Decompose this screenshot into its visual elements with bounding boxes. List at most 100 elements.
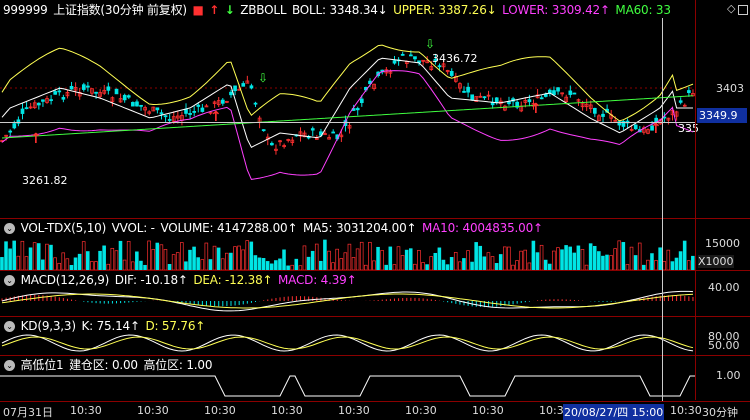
volume-bar (584, 264, 589, 270)
candle-body (445, 69, 450, 73)
volume-bar (621, 242, 626, 270)
dif-value: DIF: -10.18↑ (114, 273, 188, 287)
volume-bar (249, 241, 254, 270)
volume-panel[interactable]: ⌄ VOL-TDX(5,10) VVOL: - VOLUME: 4147288.… (0, 219, 750, 270)
candle-body (163, 115, 168, 118)
gdw-name[interactable]: 高低位1 (20, 358, 64, 372)
volume-bar (208, 259, 213, 270)
kd-name[interactable]: KD(9,3,3) (20, 319, 76, 333)
volume-bar (220, 258, 225, 270)
candle-body (216, 100, 221, 106)
volume-bar (216, 247, 221, 270)
macd-name[interactable]: MACD(12,26,9) (20, 273, 110, 287)
kd-panel[interactable]: ⌄ KD(9,3,3) K: 75.14↑ D: 57.76↑ 80.00 50… (0, 317, 750, 355)
candle-body (135, 101, 139, 107)
candle-body (323, 133, 327, 135)
maximize-icon[interactable] (738, 5, 748, 15)
candle-body (159, 112, 164, 115)
volume-bar (486, 252, 491, 270)
crosshair-vertical (662, 18, 663, 401)
down-arrow-icon: ↓ (224, 3, 235, 17)
volume-bar (670, 261, 675, 270)
price-panel[interactable]: 999999 上证指数(30分钟 前复权) ■ ↑ ↓ ZBBOLL BOLL:… (0, 0, 750, 218)
candle-body (388, 71, 393, 74)
candle-body (413, 56, 417, 60)
volume-bar (674, 257, 679, 270)
price-axis-high: 3403 (716, 82, 744, 95)
up-arrow-icon: ↑ (209, 3, 220, 17)
volume-bar (278, 258, 282, 270)
upper-value: UPPER: 3387.26↓ (393, 3, 497, 17)
volume-bar (314, 243, 319, 270)
candle-body (233, 85, 237, 92)
volume-bar (274, 260, 278, 270)
candle-body (176, 115, 180, 119)
volume-bar (470, 261, 474, 270)
volume-bar (73, 257, 78, 270)
volume-bar (306, 256, 311, 270)
chevron-down-icon[interactable]: ⌄ (4, 360, 15, 371)
volume-bar (0, 257, 4, 270)
candle-body (77, 91, 82, 97)
candle-body (90, 88, 94, 94)
time-label: 10:30 (670, 404, 702, 417)
volume-bar (20, 240, 25, 270)
jcq-value: 建仓区: 0.00 (69, 358, 138, 372)
current-price-tag: 3349.9 (697, 108, 747, 123)
sell-arrow-marker: ⇩ (425, 37, 435, 51)
candle-body (633, 124, 638, 130)
volume-bar (560, 249, 564, 270)
volume-bar (547, 263, 552, 270)
kd-axis-top: 80.00 (708, 330, 740, 343)
chevron-down-icon[interactable]: ⌄ (4, 275, 15, 286)
volume-chart (0, 239, 695, 270)
chevron-down-icon[interactable]: ⌄ (4, 321, 15, 332)
vvol-value: VVOL: - (111, 221, 155, 235)
volume-bar (605, 254, 609, 270)
candle-body (16, 119, 21, 124)
time-axis[interactable]: 07月31日 10:30 10:30 10:30 10:30 10:30 10:… (0, 402, 750, 420)
ma10-value: MA10: 4004835.00↑ (422, 221, 543, 235)
vol-name[interactable]: VOL-TDX(5,10) (20, 221, 107, 235)
volume-bar (175, 252, 180, 270)
candle-body (302, 132, 307, 138)
diamond-icon[interactable]: ◇ (727, 2, 736, 15)
volume-bar (57, 262, 61, 270)
volume-bar (474, 242, 478, 270)
candle-body (65, 92, 70, 97)
volume-bar (462, 258, 466, 270)
macd-panel[interactable]: ⌄ MACD(12,26,9) DIF: -10.18↑ DEA: -12.38… (0, 271, 750, 316)
candle-body (53, 91, 58, 95)
volume-bar (331, 262, 335, 270)
candle-body (462, 90, 466, 93)
volume-bar (28, 247, 33, 270)
volume-bar (69, 265, 74, 270)
period-label[interactable]: 30分钟 (702, 406, 738, 419)
indicator-name[interactable]: ZBBOLL (240, 3, 287, 17)
volume-bar (98, 250, 102, 270)
volume-bar (576, 245, 581, 270)
candle-body (441, 63, 446, 68)
macd-value: MACD: 4.39↑ (278, 273, 357, 287)
candle-body (37, 102, 41, 106)
volume-bar (658, 247, 662, 270)
volume-bar (515, 260, 519, 270)
volume-bar (233, 246, 237, 270)
annot-high: 3436.72 (432, 52, 478, 65)
boll-lower-line (1, 70, 694, 180)
candle-body (339, 134, 344, 138)
candle-body (147, 111, 152, 114)
volume-bar (408, 248, 413, 270)
chevron-down-icon[interactable]: ⌄ (4, 223, 15, 234)
candle-body (527, 99, 532, 103)
candle-body (372, 83, 376, 90)
candle-body (449, 71, 454, 76)
candle-body (310, 128, 315, 131)
volume-bar (392, 264, 397, 270)
volume-bar (241, 249, 245, 270)
ma5-value: MA5: 3031204.00↑ (302, 221, 417, 235)
candle-body (278, 140, 282, 143)
gdw-panel[interactable]: ⌄ 高低位1 建仓区: 0.00 高位区: 1.00 1.00 (0, 356, 750, 401)
volume-bar (396, 246, 401, 270)
volume-bar (155, 242, 160, 270)
